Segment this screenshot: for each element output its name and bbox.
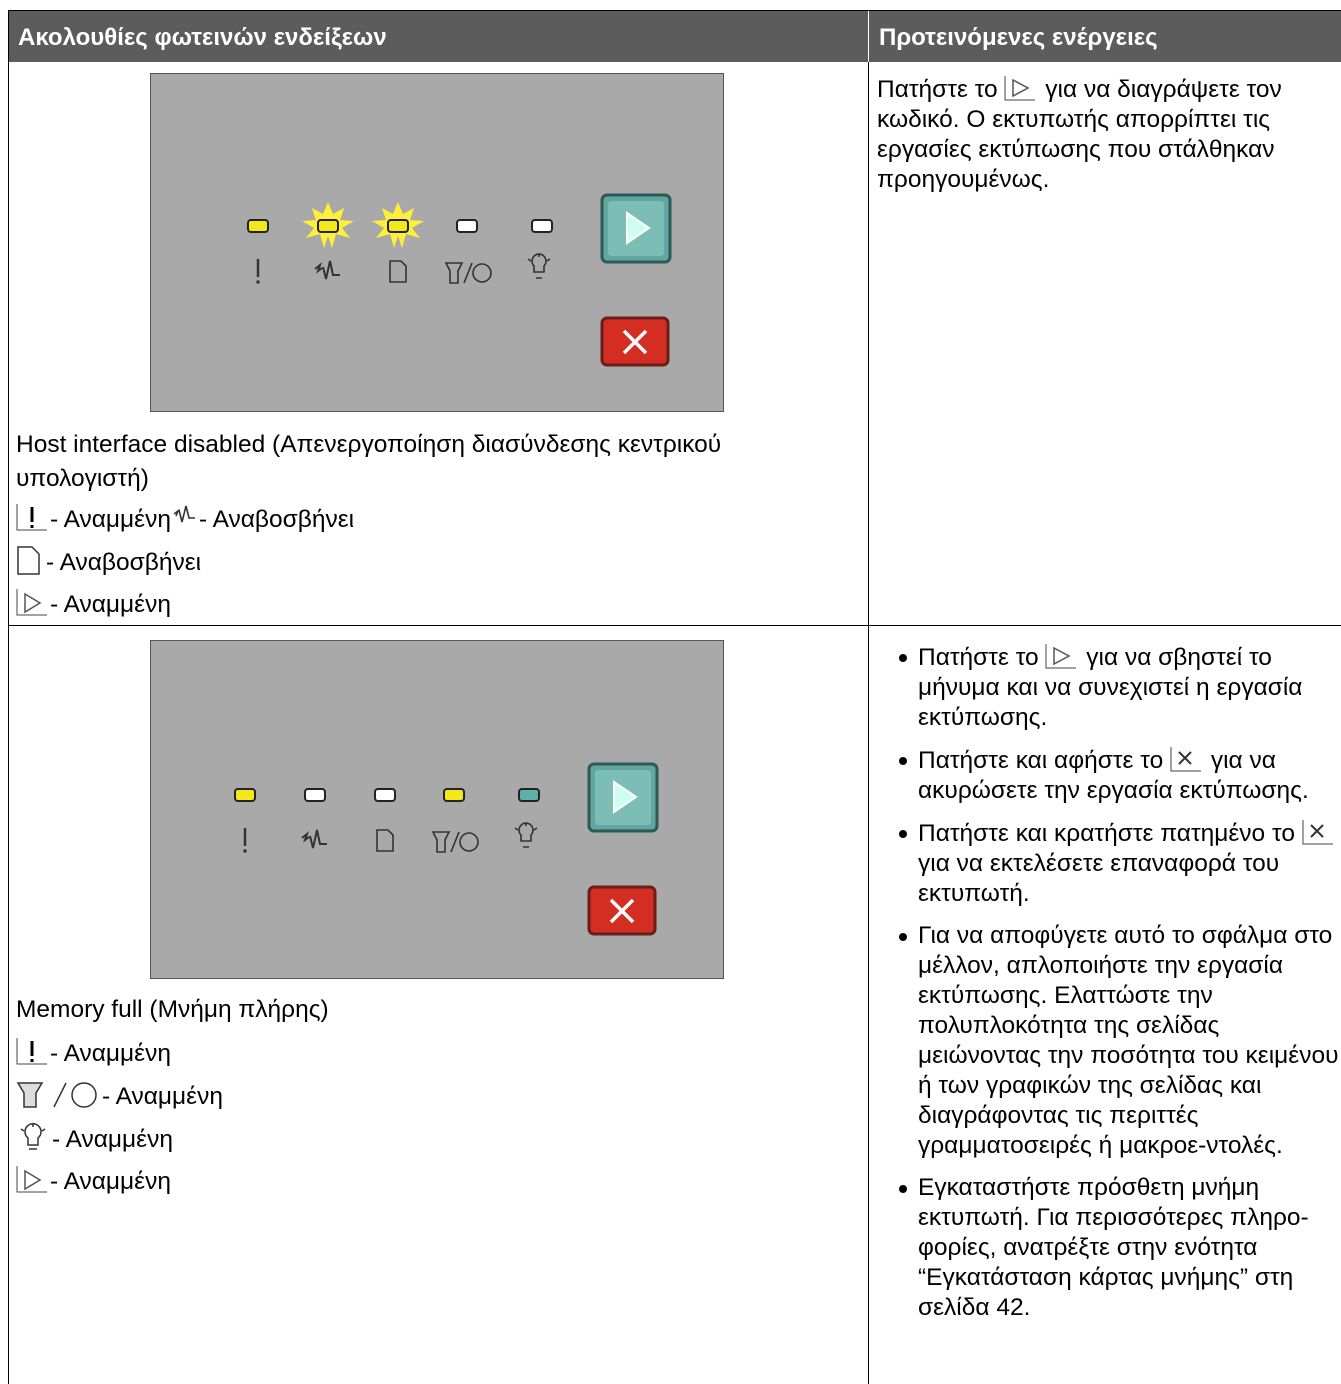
- text: Πατήστε το: [918, 644, 1039, 671]
- light-line: - Αναβοσβήνει: [16, 545, 201, 580]
- light-state: - Αναμμένη: [52, 1126, 173, 1153]
- action-item: Για να αποφύγετε αυτό το σφάλμα στο μέλλ…: [877, 921, 1341, 1161]
- light-state: - Αναβοσβήνει: [198, 506, 355, 533]
- light-line: - Αναμμένη: [16, 1122, 173, 1157]
- header-cell: Ακολουθίες φωτεινών ενδείξεων: [8, 10, 868, 62]
- action-item: Πατήστε και κρατήστε πατημένο το για να …: [877, 818, 1341, 909]
- light-state: - Αναμμένη: [50, 591, 171, 618]
- light-panel: [150, 640, 724, 979]
- light-line: - Αναμμένη: [16, 1079, 223, 1114]
- light-state: - Αναμμένη: [50, 1168, 171, 1195]
- text: Πατήστε το: [877, 76, 998, 103]
- light-line: - Αναμμένη: [16, 1036, 171, 1071]
- text: για να διαγράψετε τον κωδικό. Ο εκτυπωτή…: [877, 76, 1282, 193]
- caption: Host interface disabled (Απενεργοποίηση …: [16, 431, 722, 492]
- caption: Memory full (Μνήμη πλήρης): [16, 996, 329, 1023]
- text: για να ακυρώσετε την εργασία εκτύπωσης.: [918, 747, 1309, 804]
- text: για να σβηστεί το μήνυμα και να συνεχιστ…: [918, 644, 1303, 731]
- light-line: - Αναμμένη: [16, 1164, 171, 1199]
- text: για να εκτελέσετε επαναφορά του εκτυπωτή…: [918, 850, 1280, 907]
- action-item: Εγκαταστήστε πρόσθετη μνήμη εκτυπωτή. Γι…: [877, 1173, 1341, 1323]
- action-text: Πατήστε το για να διαγράψετε τον κωδικό.…: [877, 74, 1327, 195]
- light-panel: [150, 73, 724, 412]
- light-line: - Αναμμένη: [16, 587, 171, 622]
- action-list: Πατήστε το για να σβηστεί το μήνυμα και …: [877, 642, 1341, 1335]
- light-state: - Αναμμένη: [50, 1040, 171, 1067]
- light-state: - Αναμμένη: [102, 1083, 223, 1110]
- text: Πατήστε και αφήστε το: [918, 747, 1164, 774]
- action-item: Πατήστε και αφήστε το για να ακυρώσετε τ…: [877, 745, 1341, 806]
- text: Πατήστε και κρατήστε πατημένο το: [918, 820, 1295, 847]
- header-cell: Προτεινόμενες ενέργειες: [868, 10, 1341, 62]
- light-state: - Αναμμένη: [50, 506, 171, 533]
- action-item: Πατήστε το για να σβηστεί το μήνυμα και …: [877, 642, 1341, 733]
- light-line: - Αναμμένη - Αναβοσβήνει: [16, 502, 354, 537]
- light-state: - Αναβοσβήνει: [46, 549, 202, 576]
